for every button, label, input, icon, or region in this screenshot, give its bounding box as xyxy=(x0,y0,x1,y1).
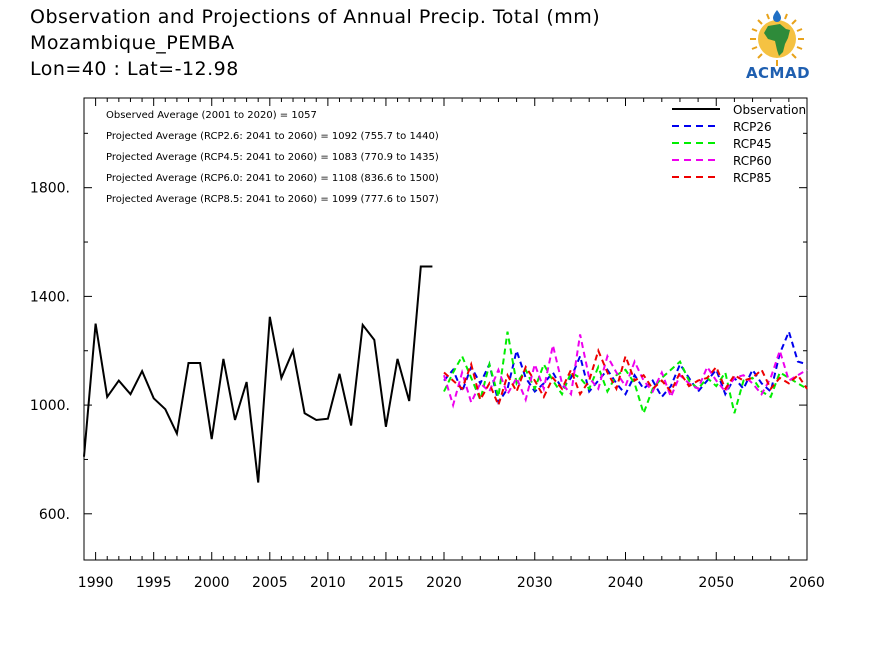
series-line-rcp26 xyxy=(443,328,808,405)
legend: Observation RCP26 RCP45 RCP60 RCP85 xyxy=(672,103,806,185)
legend-label-rcp85: RCP85 xyxy=(733,171,772,185)
x-tick-label: 2020 xyxy=(426,575,462,591)
x-tick-label: 1990 xyxy=(78,575,114,591)
x-tick-label: 1995 xyxy=(136,575,172,591)
stat-rcp45: Projected Average (RCP4.5: 2041 to 2060)… xyxy=(106,152,439,163)
x-tick-label: 2000 xyxy=(194,575,230,591)
y-tick-label: 1800. xyxy=(30,181,70,197)
series-line-rcp60 xyxy=(443,334,808,409)
acmad-logo-text: ACMAD xyxy=(745,64,811,82)
x-tick-label: 2015 xyxy=(368,575,404,591)
station-coordinates: Lon=40 : Lat=-12.98 xyxy=(30,58,239,80)
stat-observed: Observed Average (2001 to 2020) = 1057 xyxy=(106,110,317,121)
x-tick-label: 2040 xyxy=(608,575,644,591)
stats-annotations: Observed Average (2001 to 2020) = 1057 P… xyxy=(106,110,439,205)
chart-title: Observation and Projections of Annual Pr… xyxy=(30,6,601,28)
x-tick-label: 2030 xyxy=(517,575,553,591)
plot-frame xyxy=(83,97,808,561)
acmad-logo: ACMAD xyxy=(738,8,816,82)
x-tick-label: 2005 xyxy=(252,575,288,591)
data-series xyxy=(83,265,808,483)
y-tick-label: 600. xyxy=(39,507,70,523)
axis-ticks: 1990 1995 2000 2005 2010 2015 2020 2030 2040 2050… xyxy=(30,98,825,591)
y-tick-label: 1400. xyxy=(30,289,70,305)
y-tick-label: 1000. xyxy=(30,398,70,414)
acmad-africa-logo-icon xyxy=(750,10,804,66)
x-tick-label: 2050 xyxy=(698,575,734,591)
series-line-observation xyxy=(83,265,433,483)
legend-label-rcp26: RCP26 xyxy=(733,120,772,134)
stat-rcp85: Projected Average (RCP8.5: 2041 to 2060)… xyxy=(106,194,439,205)
x-tick-label: 2060 xyxy=(789,575,825,591)
legend-label-rcp45: RCP45 xyxy=(733,137,772,151)
series-line-rcp45 xyxy=(443,331,808,417)
stat-rcp60: Projected Average (RCP6.0: 2041 to 2060)… xyxy=(106,173,439,184)
legend-label-observation: Observation xyxy=(733,103,806,117)
series-line-rcp85 xyxy=(443,347,808,409)
stat-rcp26: Projected Average (RCP2.6: 2041 to 2060)… xyxy=(106,131,439,142)
x-tick-label: 2010 xyxy=(310,575,346,591)
station-name: Mozambique_PEMBA xyxy=(30,32,235,54)
legend-label-rcp60: RCP60 xyxy=(733,154,772,168)
